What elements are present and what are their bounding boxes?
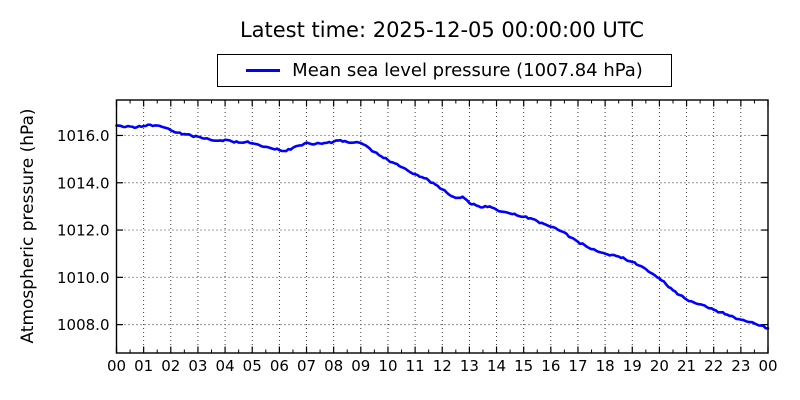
x-tick-label: 17 — [568, 357, 587, 375]
x-tick-label: 23 — [731, 357, 750, 375]
x-tick-label: 10 — [378, 357, 397, 375]
x-tick-label: 11 — [406, 357, 425, 375]
legend: Mean sea level pressure (1007.84 hPa) — [217, 54, 672, 87]
x-tick-label: 03 — [188, 357, 207, 375]
x-tick-label: 16 — [541, 357, 560, 375]
x-tick-label: 20 — [650, 357, 669, 375]
x-tick-label: 21 — [677, 357, 696, 375]
x-tick-label: 02 — [161, 357, 180, 375]
axes-border — [115, 99, 769, 354]
x-tick-label: 09 — [351, 357, 370, 375]
x-tick-label: 15 — [514, 357, 533, 375]
x-tick-label: 13 — [460, 357, 479, 375]
x-tick-label: 08 — [324, 357, 343, 375]
x-tick-label: 00 — [758, 357, 777, 375]
y-tick-label: 1012.0 — [57, 222, 110, 240]
y-tick-label: 1016.0 — [57, 127, 110, 145]
legend-line-swatch — [246, 69, 281, 72]
x-tick-label: 07 — [297, 357, 316, 375]
x-tick-label: 01 — [134, 357, 153, 375]
y-tick-label: 1010.0 — [57, 269, 110, 287]
legend-label: Mean sea level pressure (1007.84 hPa) — [292, 60, 643, 81]
x-tick-label: 04 — [216, 357, 235, 375]
y-tick-label: 1008.0 — [57, 316, 110, 334]
x-tick-label: 00 — [107, 357, 126, 375]
x-tick-label: 12 — [433, 357, 452, 375]
chart-title: Latest time: 2025-12-05 00:00:00 UTC — [239, 18, 645, 42]
x-tick-label: 05 — [243, 357, 262, 375]
y-tick-label: 1014.0 — [57, 174, 110, 192]
x-tick-label: 18 — [596, 357, 615, 375]
x-tick-label: 22 — [704, 357, 723, 375]
x-tick-label: 14 — [487, 357, 506, 375]
x-tick-label: 06 — [270, 357, 289, 375]
pressure-line — [115, 123, 770, 330]
x-tick-label: 19 — [623, 357, 642, 375]
